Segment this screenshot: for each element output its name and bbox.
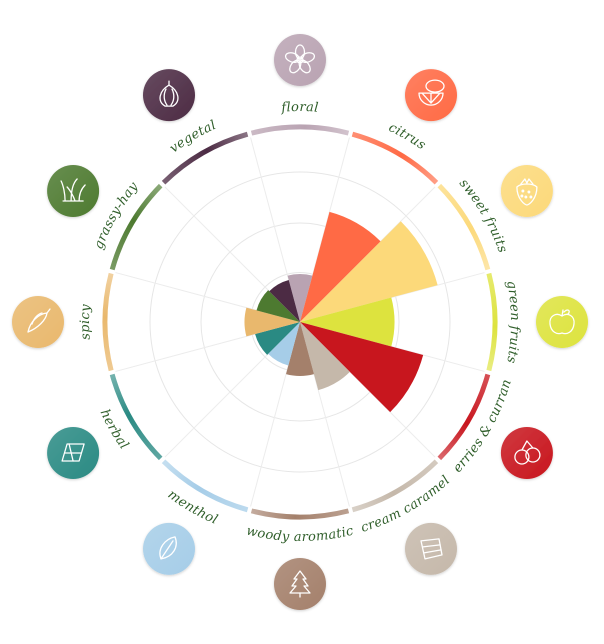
grid-circle-3 [149, 171, 451, 473]
wedge-vegetal [269, 279, 300, 322]
ring-segment [351, 131, 439, 185]
mint-leaf-icon [143, 522, 195, 575]
strawberry-icon [500, 165, 553, 217]
wedge-grassy-hay [256, 290, 300, 322]
category-label: spicy [78, 303, 94, 340]
grid-circle-2 [200, 222, 400, 422]
ring-segment [161, 459, 249, 513]
flower-icon [274, 34, 326, 86]
caramel-icon [405, 522, 457, 575]
ring-segment [437, 183, 491, 271]
lemon-slice-icon [405, 69, 457, 122]
ring-segment [437, 373, 491, 461]
outer-ring [102, 124, 498, 520]
pine-tree-icon [274, 558, 326, 610]
wedge-spicy [244, 307, 300, 337]
ring-segment [486, 272, 498, 372]
wedge-cream-caramel [300, 322, 350, 391]
wedge-herbal [255, 322, 300, 355]
wedge-floral [287, 274, 313, 322]
wedge-green-fruits [300, 297, 395, 347]
green-apple-icon [536, 296, 588, 348]
category-label: floral [280, 100, 319, 116]
category-label: woody aromatic [245, 523, 356, 545]
chili-icon [12, 296, 64, 348]
chart-wedges [244, 211, 438, 413]
category-label: green fruits [503, 280, 522, 365]
grid-spoke [115, 272, 301, 323]
ring-segment [102, 272, 114, 372]
berries-icon [500, 427, 553, 479]
herb-leaf-icon [47, 427, 100, 479]
ring-segment [351, 459, 439, 513]
grid-spoke [115, 321, 301, 372]
ring-segment [109, 183, 163, 271]
grass-icon [47, 165, 100, 217]
category-icons [12, 34, 588, 610]
wedge-sweet-fruits [300, 221, 438, 322]
wedge-menthol [268, 322, 300, 366]
grid-spoke [250, 137, 301, 323]
ring-segment [109, 373, 163, 461]
wedge-berries-currant [300, 322, 424, 413]
onion-icon [143, 69, 195, 122]
ring-segment [250, 508, 350, 520]
grid-spoke [299, 137, 350, 323]
ring-segment [250, 124, 350, 136]
ring-segment [161, 131, 249, 185]
wedge-citrus [300, 211, 381, 322]
wedge-woody-aromatic [286, 322, 314, 377]
